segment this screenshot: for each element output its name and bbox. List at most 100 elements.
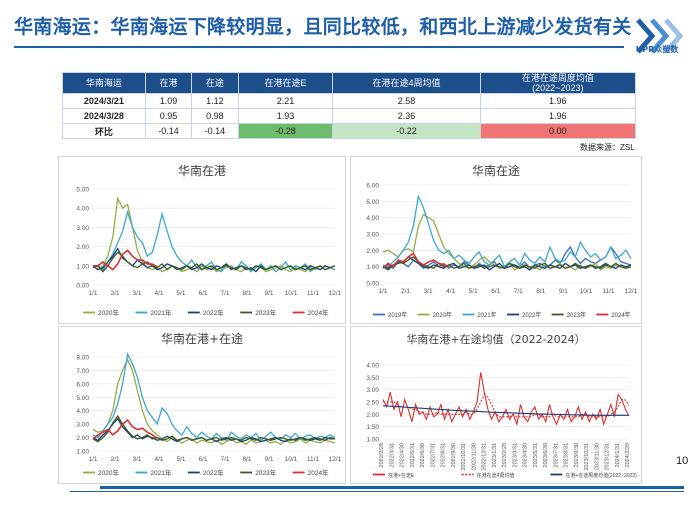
legend-label: 2023年: [255, 468, 276, 477]
chart-title: 华南在港+在途: [161, 331, 243, 346]
x-tick-label: 2023/2/28: [502, 443, 508, 467]
x-tick-label: 10/1: [580, 288, 593, 295]
table-header-row: 华南海运 在港 在途 在港在途E 在港在途4周均值 在港在途周度均值 (2022…: [62, 72, 637, 94]
y-tick-label: 6.00: [76, 381, 89, 388]
table-cell: 2.21: [237, 93, 334, 109]
series-line: [92, 418, 158, 440]
x-tick-label: 11/1: [602, 288, 615, 295]
y-tick-label: 4.00: [76, 408, 89, 415]
x-tick-label: 2023/11/30: [594, 443, 600, 470]
legend-label: 2022年: [203, 308, 224, 317]
x-tick-label: 1/1: [88, 290, 97, 297]
legend-label: 在港在途4周均值: [477, 472, 515, 479]
x-tick-label: 8/1: [242, 456, 251, 463]
table-cell: -0.28: [237, 123, 334, 139]
x-tick-label: 9/1: [264, 456, 273, 463]
y-tick-label: 1.50: [366, 424, 379, 431]
x-tick-label: 9/1: [264, 290, 273, 297]
series-line: [382, 213, 632, 271]
series-line: [382, 194, 632, 268]
x-tick-label: 6/1: [198, 456, 207, 463]
y-tick-label: 2.00: [76, 435, 89, 442]
stats-table: 华南海运 在港 在途 在港在途E 在港在途4周均值 在港在途周度均值 (2022…: [62, 72, 637, 139]
x-tick-label: 7/1: [220, 290, 229, 297]
x-tick-label: 4/1: [154, 290, 163, 297]
y-tick-label: 4.00: [366, 215, 379, 222]
table-header-cell: 在港: [144, 72, 193, 94]
table-cell: 环比: [62, 123, 146, 139]
x-tick-label: 4/1: [446, 288, 455, 295]
y-tick-label: 2.00: [366, 248, 379, 255]
table-cell: 1.96: [479, 93, 637, 109]
x-tick-label: 2022/8/31: [441, 443, 447, 467]
series-line: [382, 252, 450, 269]
x-tick-label: 2023/8/31: [564, 443, 570, 467]
logo-icon: [636, 18, 684, 54]
x-tick-label: 5/1: [176, 290, 185, 297]
series-line: [383, 393, 630, 418]
legend-label: 2021年: [477, 311, 496, 319]
y-tick-label: 1.00: [366, 264, 379, 271]
x-tick-label: 2/1: [110, 456, 119, 463]
footer-rule: [100, 486, 684, 489]
table-row: 2024/3/28 0.95 0.98 1.93 2.36 1.96: [62, 108, 637, 124]
chart-panel-port: 华南在港 0.00 1.00 2.00 3.00 4.00 5.00 1/1 2/1 3/1 4/1…: [58, 156, 346, 324]
x-tick-label: 3/1: [132, 456, 141, 463]
legend-label: 2021年: [150, 468, 171, 477]
series-line: [92, 209, 336, 273]
legend-label: 2019年: [388, 311, 407, 319]
series-line: [92, 196, 336, 273]
data-source: 数据来源：ZSL: [580, 143, 635, 152]
legend-label: 2022年: [203, 468, 224, 477]
y-tick-label: 0.00: [76, 283, 89, 290]
x-tick-label: 2023/5/31: [533, 443, 539, 467]
chart-average: 华南在港+在途均值（2022-2024） 1.00 1.50 2.00 2.50 3.00…: [366, 332, 637, 479]
x-tick-label: 11/1: [307, 290, 320, 297]
legend-label: 在港+在途E: [388, 472, 415, 479]
x-tick-label: 2024/1/31: [615, 443, 621, 467]
y-tick-label: 4.00: [76, 206, 89, 213]
series-line: [382, 372, 630, 427]
x-tick-label: 2023/4/30: [523, 443, 529, 467]
chart-panel-transit: 华南在途 0.00 1.00 2.00 3.00 4.00 5.00 6.00 1/1 2/1 3/…: [350, 156, 642, 324]
chart-title: 华南在途: [472, 163, 520, 178]
x-tick-label: 10/1: [285, 290, 298, 297]
x-tick-label: 2024/2/29: [625, 443, 631, 467]
page-number: 10: [676, 455, 689, 467]
chart-panel-average: 华南在港+在途均值（2022-2024） 1.00 1.50 2.00 2.50 3.00…: [350, 326, 642, 484]
table-cell: 0.95: [144, 108, 193, 124]
y-tick-label: 0.00: [366, 281, 379, 288]
legend-label: 2020年: [433, 311, 452, 319]
x-tick-label: 2023/3/31: [512, 443, 518, 467]
x-tick-label: 12/1: [329, 290, 342, 297]
table-cell: 2024/3/21: [62, 93, 146, 109]
chart-combined: 华南在港+在途 1.00 2.00 3.00 4.00 5.00 6.00 7.00 8.00 1…: [76, 331, 341, 477]
legend-label: 2024年: [611, 311, 630, 319]
chart-port: 华南在港 0.00 1.00 2.00 3.00 4.00 5.00 1/1 2/1 3/1 4/1…: [76, 163, 342, 317]
chart-transit: 华南在途 0.00 1.00 2.00 3.00 4.00 5.00 6.00 1/1 2/1 3/…: [366, 163, 638, 319]
title-rule: [14, 46, 624, 48]
x-tick-label: 2023/10/31: [584, 443, 590, 471]
legend-label: 2023年: [255, 308, 276, 317]
table-header-cell: 在途: [191, 72, 239, 94]
y-tick-label: 2.00: [366, 412, 379, 419]
x-tick-label: 8/1: [536, 288, 545, 295]
table-cell: 2024/3/28: [62, 108, 146, 124]
x-tick-label: 7/1: [220, 456, 229, 463]
series-line: [92, 251, 336, 273]
x-tick-label: 12/1: [625, 288, 638, 295]
x-tick-label: 3/1: [132, 290, 141, 297]
table-cell: 2.36: [332, 108, 481, 124]
x-tick-label: 11/1: [307, 456, 320, 463]
x-tick-label: 3/1: [424, 288, 433, 295]
logo-text: UPR众塑数: [635, 45, 679, 54]
chart-title: 华南在港+在途均值（2022-2024）: [406, 332, 585, 346]
series-line: [92, 358, 336, 446]
x-tick-label: 5/1: [469, 288, 478, 295]
y-tick-label: 6.00: [366, 183, 379, 190]
table-header-cell: 在港在途4周均值: [332, 72, 481, 94]
x-tick-label: 6/1: [198, 290, 207, 297]
footer-rule-thin: [70, 491, 684, 492]
x-tick-label: 4/1: [154, 456, 163, 463]
table-row: 2024/3/21 1.09 1.12 2.21 2.58 1.96: [62, 93, 637, 109]
